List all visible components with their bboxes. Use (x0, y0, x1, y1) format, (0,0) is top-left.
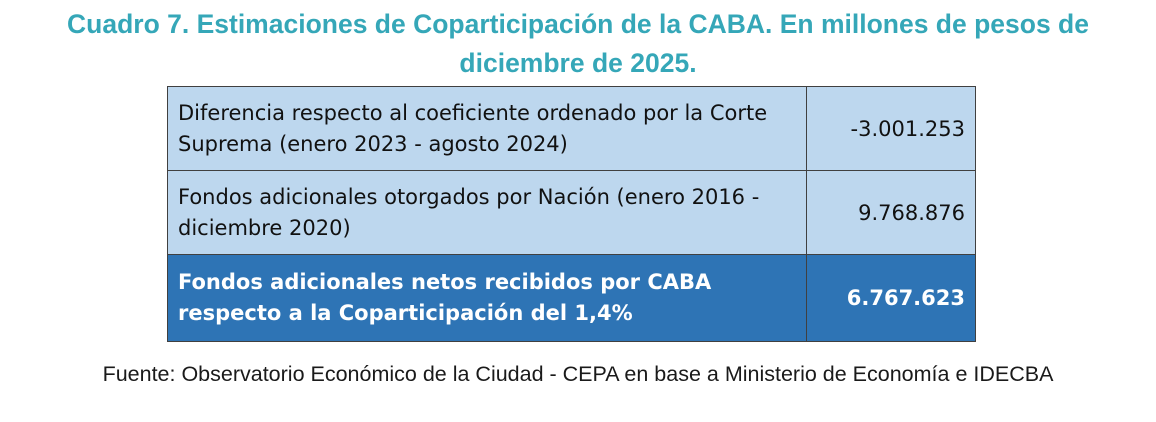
table-title: Cuadro 7. Estimaciones de Coparticipació… (0, 5, 1156, 83)
total-row: Fondos adicionales netos recibidos por C… (167, 254, 976, 342)
coparticipacion-table: Diferencia respecto al coeficiente orden… (167, 86, 976, 342)
total-row-value: 6.767.623 (806, 254, 976, 342)
table-title-line-2: diciembre de 2025. (459, 48, 697, 78)
table-row: Diferencia respecto al coeficiente orden… (167, 86, 976, 171)
table-title-line-1: Cuadro 7. Estimaciones de Coparticipació… (67, 9, 1089, 39)
row-value: 9.768.876 (806, 170, 976, 255)
table-row: Fondos adicionales otorgados por Nación … (167, 170, 976, 255)
row-label: Fondos adicionales otorgados por Nación … (167, 170, 807, 255)
row-value: -3.001.253 (806, 86, 976, 171)
source-note: Fuente: Observatorio Económico de la Ciu… (102, 362, 1054, 386)
total-row-label: Fondos adicionales netos recibidos por C… (167, 254, 807, 342)
row-label: Diferencia respecto al coeficiente orden… (167, 86, 807, 171)
